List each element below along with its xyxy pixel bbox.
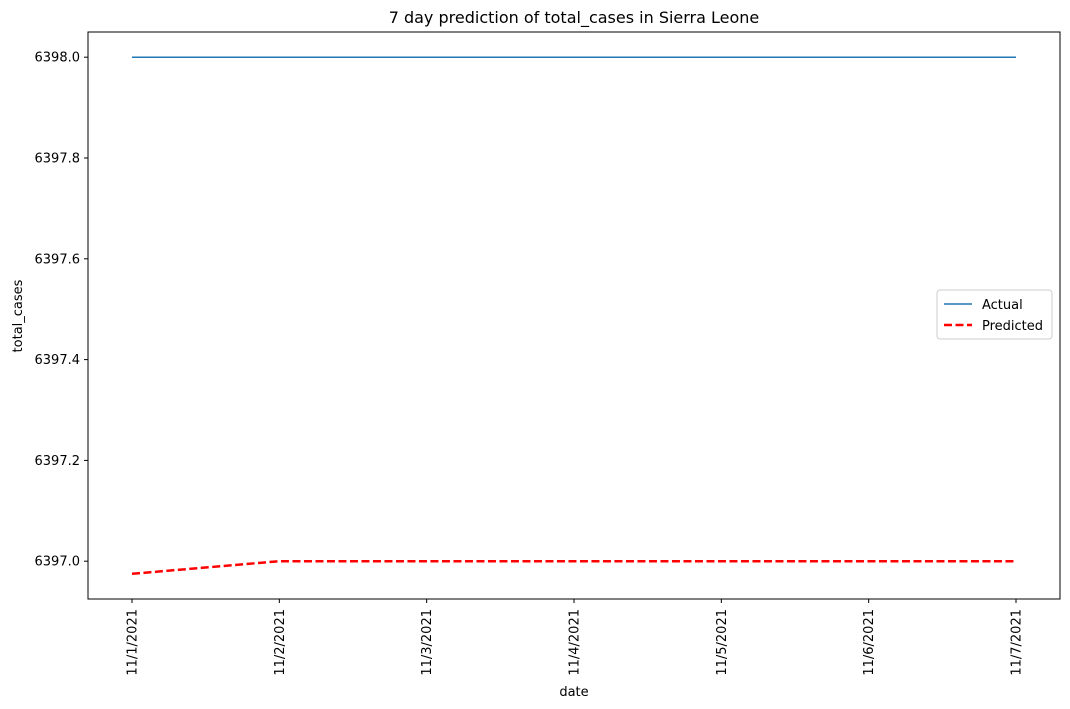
plot-area <box>87 31 1061 600</box>
y-tick-label: 6398.0 <box>35 51 81 66</box>
y-tick-label: 6397.8 <box>35 152 81 167</box>
chart-title: 7 day prediction of total_cases in Sierr… <box>389 8 760 28</box>
y-tick-label: 6397.4 <box>35 353 81 368</box>
x-tick-label: 11/7/2021 <box>1010 609 1025 676</box>
series-line-predicted <box>131 559 1016 576</box>
y-tick-label: 6397.0 <box>35 555 81 570</box>
x-tick-label: 11/2/2021 <box>273 609 288 676</box>
legend-label-actual: Actual <box>982 298 1023 313</box>
x-axis: 11/1/2021 11/2/2021 11/3/2021 11/4/2021 11/5… <box>126 599 1025 676</box>
x-axis-label: date <box>559 685 588 700</box>
x-tick-label: 11/5/2021 <box>715 609 730 676</box>
y-axis: 6397.0 6397.2 6397.4 6397.6 6397.8 6398.0 <box>35 51 88 570</box>
legend: Actual Predicted <box>936 289 1053 340</box>
y-tick-label: 6397.6 <box>35 252 81 267</box>
y-axis-label: total_cases <box>11 279 26 352</box>
x-tick-label: 11/1/2021 <box>126 609 141 676</box>
x-tick-label: 11/6/2021 <box>862 609 877 676</box>
series-layer <box>131 56 1016 576</box>
x-tick-label: 11/4/2021 <box>568 609 583 676</box>
x-tick-label: 11/3/2021 <box>420 609 435 676</box>
legend-label-predicted: Predicted <box>982 319 1043 334</box>
legend-box <box>936 289 1053 340</box>
y-tick-label: 6397.2 <box>35 454 81 469</box>
